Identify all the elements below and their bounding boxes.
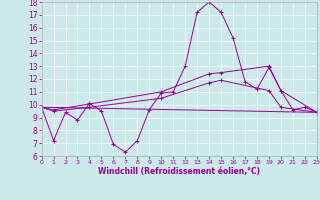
X-axis label: Windchill (Refroidissement éolien,°C): Windchill (Refroidissement éolien,°C): [98, 167, 260, 176]
